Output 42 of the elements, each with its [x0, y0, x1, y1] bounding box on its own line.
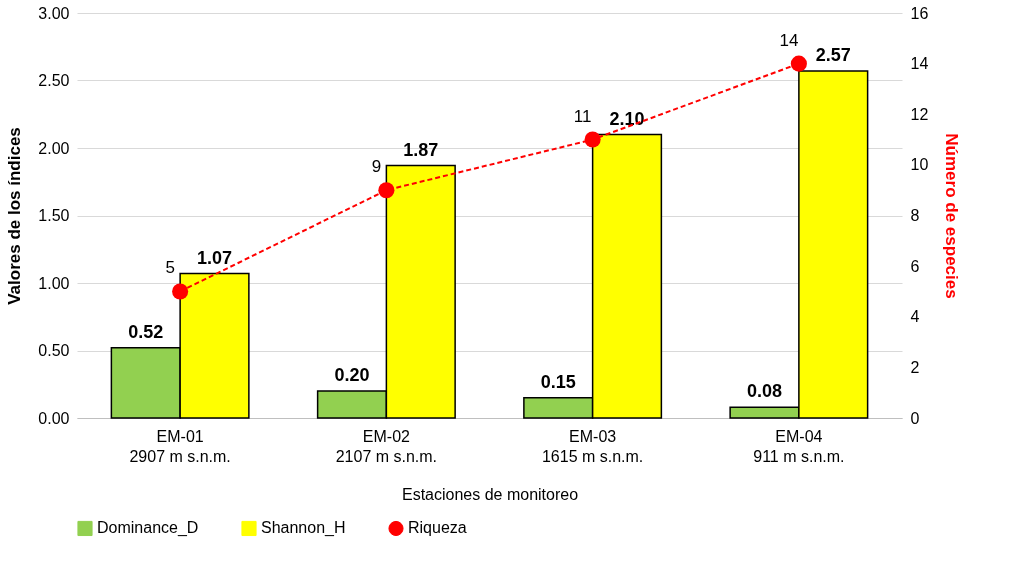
- point: [584, 131, 601, 148]
- x-tick-label: EM-04 911 m s.n.m.: [753, 427, 845, 465]
- y2-axis-title: Número de especies: [942, 133, 962, 299]
- y2-tick-label: 16: [910, 4, 929, 22]
- data-label: 14: [779, 30, 799, 50]
- legend-label: Dominance_D: [97, 519, 199, 538]
- x-axis-title: Estaciones de monitoreo: [401, 485, 579, 503]
- data-label: 0.20: [334, 365, 370, 385]
- data-label: 2.10: [609, 108, 645, 129]
- point: [378, 182, 395, 199]
- y-tick-label: 2.00: [38, 139, 70, 157]
- data-label: 2.57: [815, 45, 851, 66]
- data-label: 0.08: [746, 381, 783, 402]
- data-label: 1.87: [403, 139, 439, 160]
- y2-tick-label: 14: [910, 55, 929, 73]
- y-tick-label: 3.00: [38, 4, 70, 22]
- y2-tick-label: 4: [910, 308, 920, 326]
- y2-tick-label: 8: [910, 207, 920, 224]
- x-tick-label: EM-01 2907 m s.n.m.: [129, 427, 231, 465]
- data-label: 0.52: [128, 321, 164, 342]
- y2-tick-label: 2: [910, 358, 920, 376]
- x-tick-label: EM-03 1615 m s.n.m.: [541, 427, 644, 465]
- data-label: 9: [371, 157, 382, 177]
- legend-label: Shannon_H: [261, 519, 346, 538]
- x-tick-label: EM-02 2107 m s.n.m.: [335, 427, 438, 465]
- point: [172, 283, 189, 300]
- y2-tick-label: 12: [910, 105, 929, 123]
- y-axis-title: Valores de los índices: [5, 127, 25, 305]
- y-tick-label: 0.00: [38, 409, 70, 427]
- data-label: 1.07: [196, 247, 233, 268]
- y-tick-label: 2.50: [38, 72, 70, 89]
- data-label: 11: [573, 106, 592, 126]
- y2-tick-label: 10: [910, 156, 929, 174]
- y2-tick-label: 6: [910, 257, 920, 275]
- y-tick-label: 0.50: [38, 342, 70, 359]
- y-tick-label: 1.50: [38, 207, 70, 224]
- y2-tick-label: 0: [910, 409, 920, 427]
- data-label: 5: [165, 258, 175, 278]
- point: [790, 55, 807, 72]
- y-tick-label: 1.00: [38, 274, 70, 292]
- data-label: 0.15: [540, 371, 576, 392]
- legend-label: Riqueza: [408, 519, 467, 537]
